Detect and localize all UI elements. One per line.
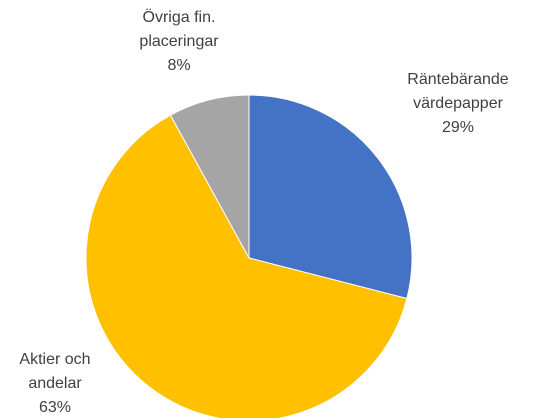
slice-label: Räntebärande värdepapper 29%	[402, 68, 514, 140]
category-name: Räntebärande värdepapper	[407, 71, 509, 112]
value-label: 8%	[167, 57, 191, 74]
value-label: 29%	[441, 119, 475, 136]
slice-label: Övriga fin. placeringar 8%	[133, 6, 225, 78]
slice-label: Aktier och andelar 63%	[9, 348, 101, 420]
pie-slice	[169, 94, 250, 259]
category-name: Övriga fin. placeringar	[139, 9, 219, 50]
category-name: Aktier och andelar	[19, 351, 91, 392]
pie-slice	[248, 94, 413, 300]
value-label: 63%	[38, 399, 72, 416]
pie-slice	[85, 114, 408, 418]
